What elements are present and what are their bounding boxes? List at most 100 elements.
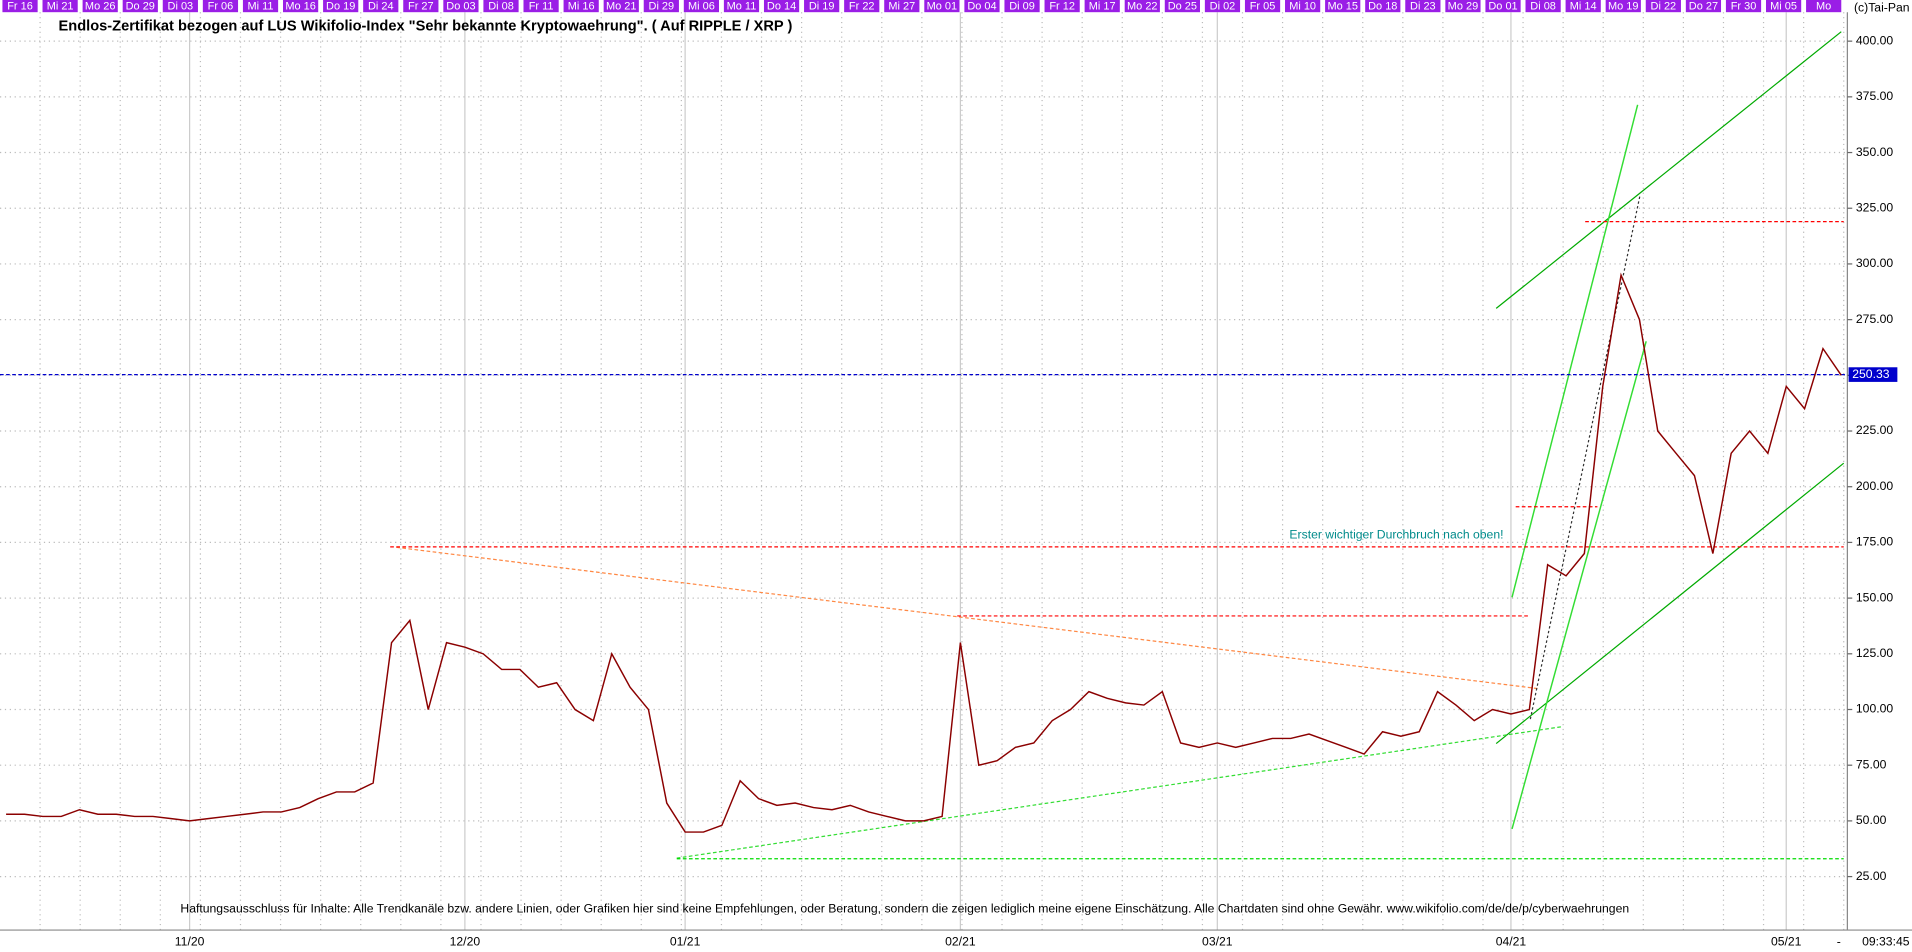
- day-label: Do 01: [1488, 1, 1517, 13]
- day-label-bg: [763, 0, 800, 13]
- day-label-bg: [483, 0, 519, 13]
- day-label-bg: [1565, 0, 1601, 13]
- x-tick-label: 12/20: [450, 934, 481, 948]
- day-label: Di 08: [1530, 1, 1556, 13]
- x-tick-label: 11/20: [175, 934, 205, 948]
- day-label: Mi 16: [568, 1, 595, 13]
- y-tick-label: 225.00: [1856, 423, 1894, 437]
- y-tick-label: 325.00: [1856, 200, 1894, 214]
- day-label-bg: [1244, 0, 1281, 13]
- day-label-bg: [1765, 0, 1802, 13]
- day-label: Fr 12: [1049, 1, 1075, 13]
- day-label: Do 27: [1689, 1, 1718, 13]
- day-label-bg: [1806, 0, 1842, 13]
- day-label-bg: [42, 0, 78, 13]
- grid: [0, 12, 1848, 931]
- trend-line: [1495, 462, 1845, 745]
- price-line-series: [6, 272, 1842, 833]
- day-label-bg: [1445, 0, 1481, 13]
- day-label: Mi 06: [688, 1, 715, 13]
- y-tick-label: 150.00: [1856, 590, 1894, 604]
- day-label-bg: [683, 0, 720, 13]
- day-label: Mi 17: [1089, 1, 1116, 13]
- day-label: Mi 10: [1289, 1, 1316, 13]
- y-tick-label: 275.00: [1856, 312, 1894, 326]
- day-label-bg: [643, 0, 679, 13]
- day-label-bg: [283, 0, 319, 13]
- day-label: Do 19: [326, 1, 355, 13]
- day-label: Mo: [1816, 1, 1831, 13]
- plot: [0, 220, 1848, 860]
- day-label-bg: [443, 0, 479, 13]
- day-label-bg: [1084, 0, 1120, 13]
- day-label-bg: [2, 0, 38, 13]
- y-tick-label: 375.00: [1856, 89, 1894, 103]
- day-label: Fr 05: [1250, 1, 1276, 13]
- y-tick-label: 200.00: [1856, 479, 1894, 493]
- day-label: Fr 16: [7, 1, 33, 13]
- price-label: 250.33: [1852, 367, 1890, 381]
- day-label: Fr 22: [849, 1, 875, 13]
- day-label: Mo 11: [727, 1, 757, 13]
- trend-line: [1511, 341, 1647, 830]
- day-label: Di 09: [1009, 1, 1035, 13]
- day-label-bg: [884, 0, 920, 13]
- day-label: Mo 01: [927, 1, 958, 13]
- trend-line: [396, 546, 1539, 690]
- day-label-bg: [1365, 0, 1401, 13]
- day-label: Mo 16: [285, 1, 316, 13]
- day-label: Di 22: [1651, 1, 1677, 13]
- y-tick-label: 25.00: [1856, 869, 1887, 883]
- trend-line: [1495, 31, 1842, 309]
- day-label: Di 23: [1410, 1, 1436, 13]
- day-label-bg: [523, 0, 559, 13]
- day-label-bg: [202, 0, 239, 13]
- day-label-bg: [723, 0, 760, 13]
- day-label: Mi 11: [248, 1, 274, 13]
- y-tick-label: 175.00: [1856, 535, 1894, 549]
- day-label: Mo 15: [1327, 1, 1358, 13]
- x-tick-label: 01/21: [670, 934, 701, 948]
- day-label: Fr 11: [529, 1, 554, 13]
- price-box: [1848, 367, 1898, 382]
- day-label: Mo 22: [1127, 1, 1158, 13]
- day-label: Do 25: [1168, 1, 1197, 13]
- x-tick-label: 02/21: [945, 934, 976, 948]
- day-label: Mi 14: [1570, 1, 1597, 13]
- source: (c)Tai-Pan: [1854, 1, 1910, 15]
- day-label-bg: [1405, 0, 1441, 13]
- day-label-bg: [1645, 0, 1681, 13]
- day-label-bg: [1685, 0, 1722, 13]
- x-tick-label: 03/21: [1202, 934, 1233, 948]
- day-label: Do 18: [1368, 1, 1397, 13]
- day-label-bg: [1725, 0, 1762, 13]
- day-label-bg: [603, 0, 639, 13]
- day-label-bg: [804, 0, 840, 13]
- day-label-bg: [323, 0, 359, 13]
- day-label: Di 29: [649, 1, 675, 13]
- day-label-bg: [1325, 0, 1361, 13]
- day-label-bg: [844, 0, 880, 13]
- y-tick-label: 125.00: [1856, 646, 1894, 660]
- day-label: Fr 30: [1731, 1, 1757, 13]
- day-label: Mo 29: [1448, 1, 1479, 13]
- day-label: Fr 06: [208, 1, 234, 13]
- x-tick-label: 05/21: [1771, 934, 1802, 948]
- y-tick-label: 400.00: [1856, 33, 1894, 47]
- day-label-bg: [1204, 0, 1241, 13]
- day-label: Mo 19: [1608, 1, 1639, 13]
- day-label: Mo 26: [85, 1, 116, 13]
- x-tick-label: 04/21: [1496, 934, 1527, 948]
- y-tick-label: 50.00: [1856, 813, 1887, 827]
- day-label-bg: [563, 0, 599, 13]
- day-label: Mi 27: [888, 1, 915, 13]
- day-label: Do 29: [126, 1, 155, 13]
- day-label-bg: [1044, 0, 1080, 13]
- day-label: Fr 27: [408, 1, 434, 13]
- annotation: Erster wichtiger Durchbruch nach oben!: [1289, 527, 1503, 541]
- day-label-bg: [242, 0, 279, 13]
- trend-lines: [396, 31, 1845, 859]
- trend-line: [1511, 104, 1639, 598]
